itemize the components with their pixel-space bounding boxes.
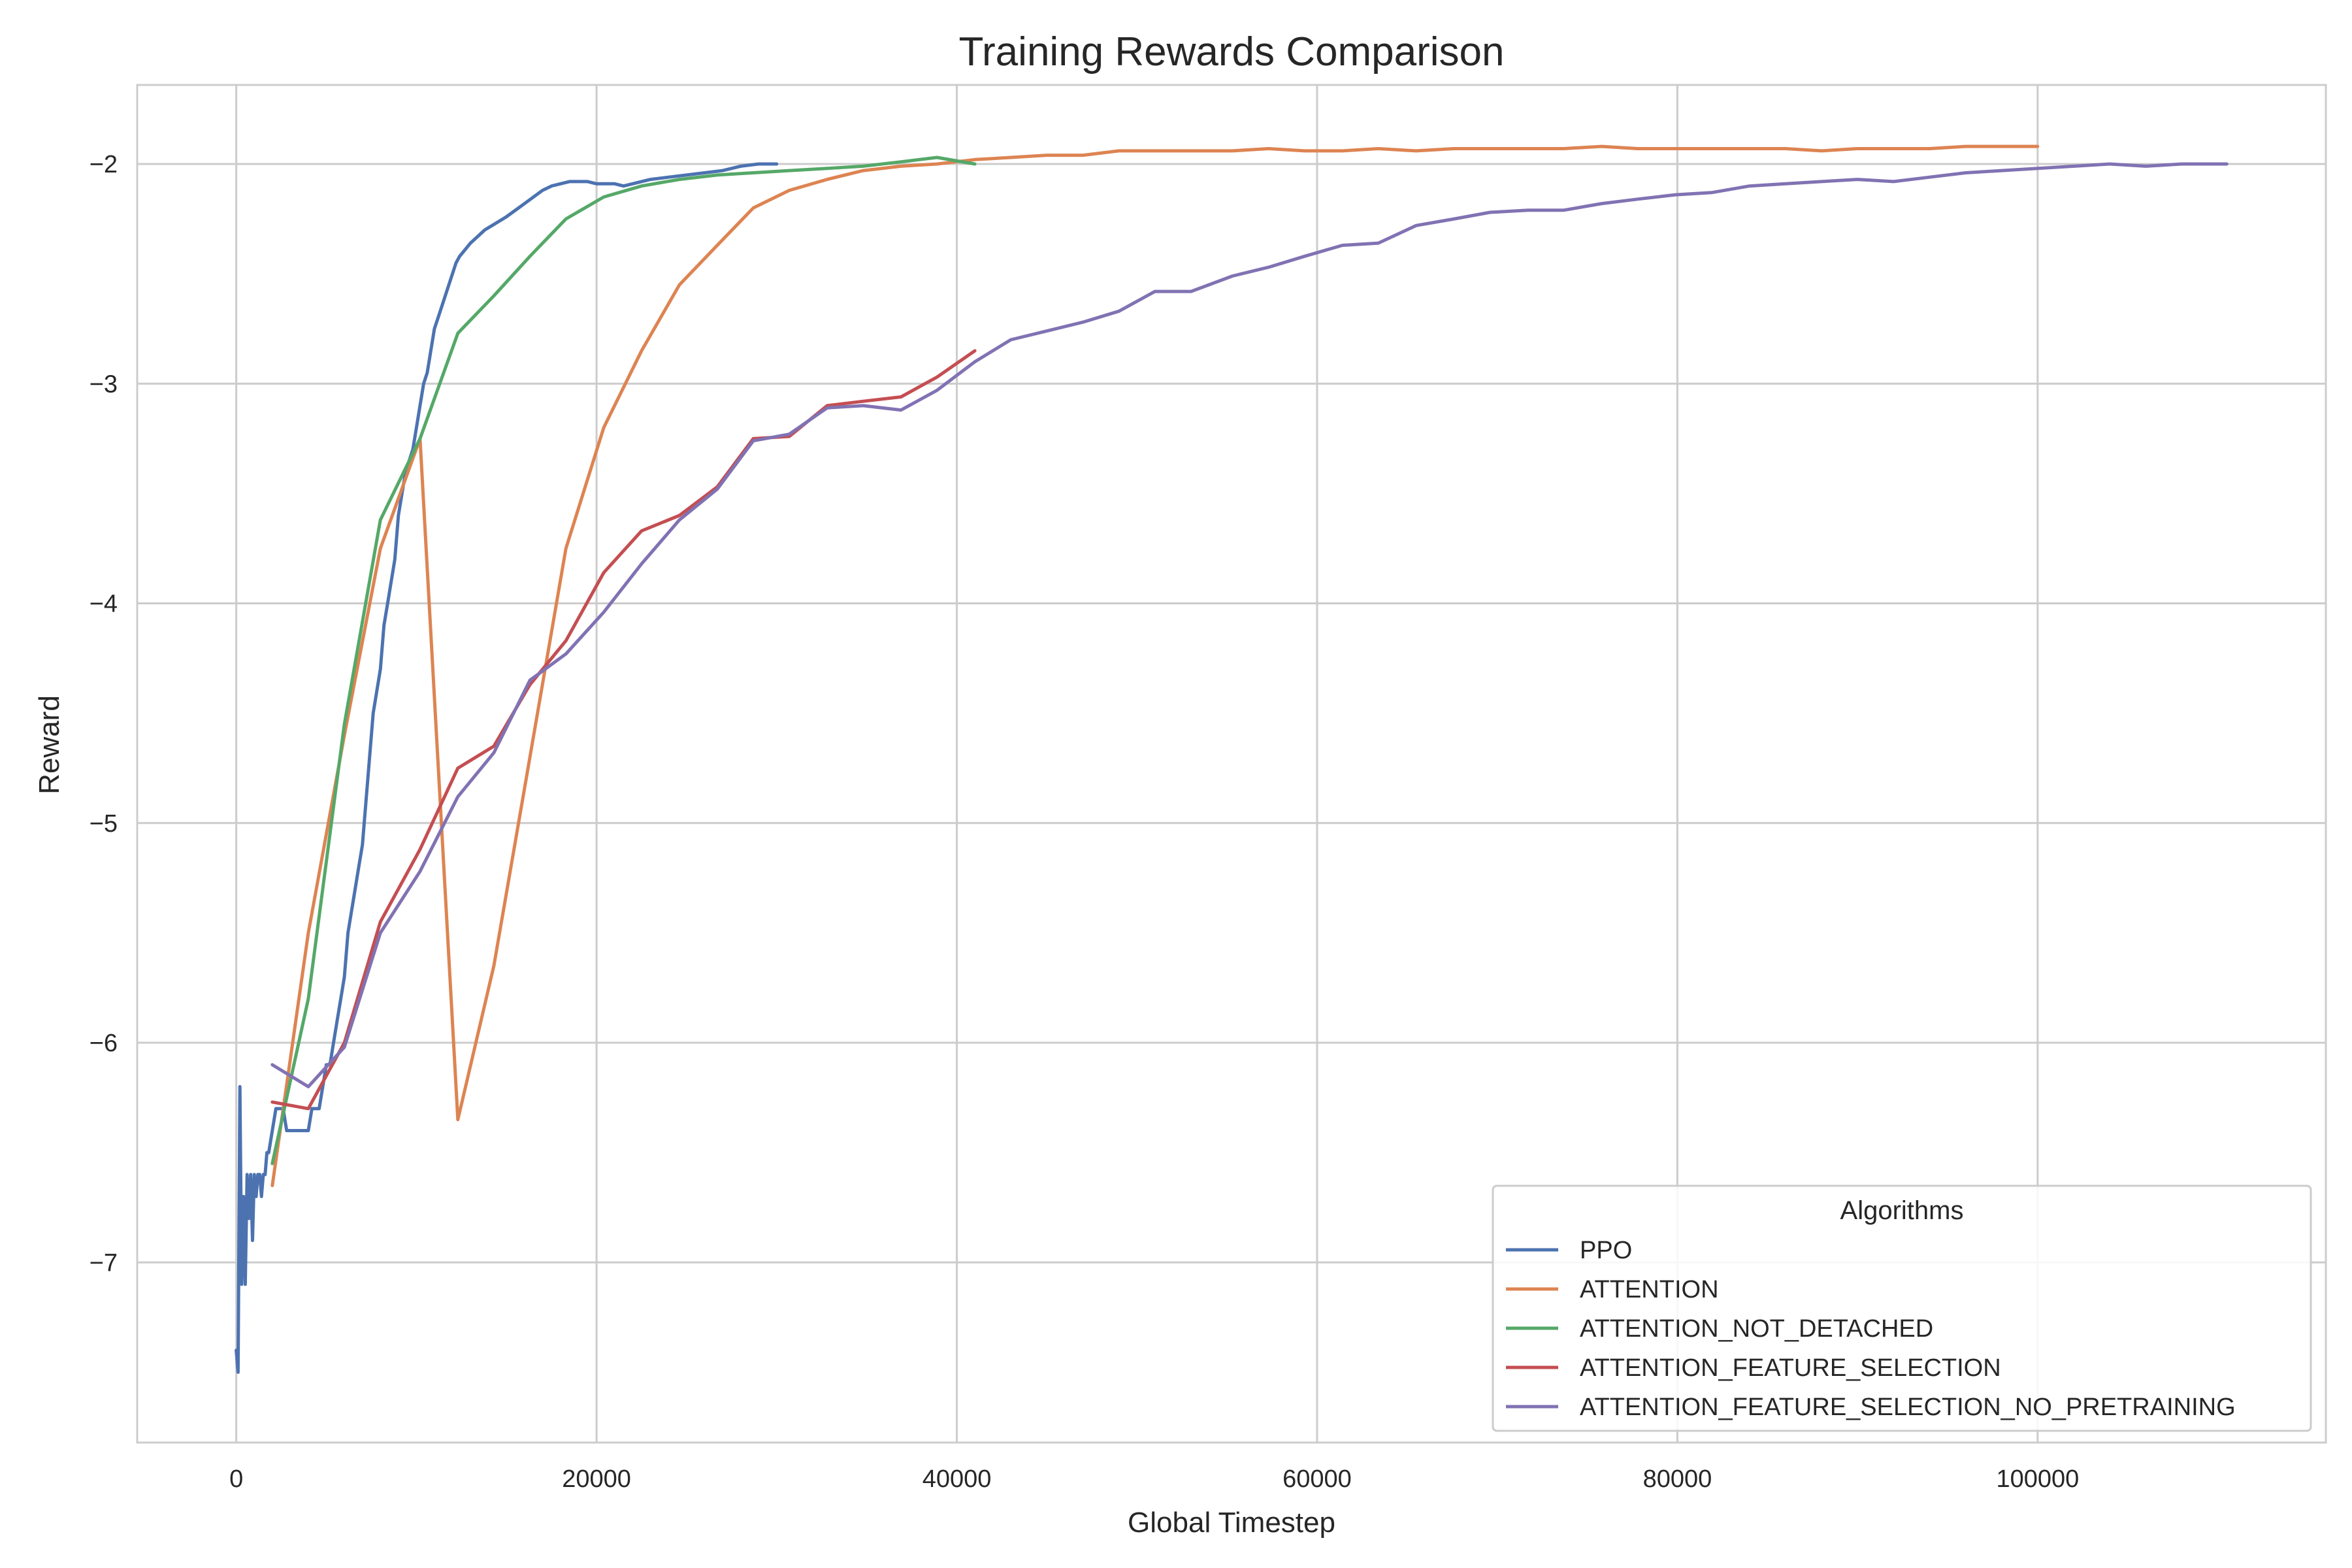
series-line-attention xyxy=(270,144,2040,1188)
y-tick-label: −4 xyxy=(90,591,118,618)
series-line-attention-feature-selection xyxy=(270,349,977,1111)
x-tick-label: 100000 xyxy=(1996,1465,2079,1493)
y-tick-label: −7 xyxy=(90,1249,118,1277)
legend-label: ATTENTION_FEATURE_SELECTION xyxy=(1580,1354,2001,1382)
legend-label: ATTENTION_FEATURE_SELECTION_NO_PRETRAINI… xyxy=(1580,1394,2236,1421)
legend-label: ATTENTION_NOT_DETACHED xyxy=(1580,1315,1933,1343)
legend: Algorithms PPO ATTENTION ATTENTION_NOT_DET… xyxy=(1492,1184,2312,1432)
legend-label: PPO xyxy=(1580,1237,1632,1264)
x-tick-label: 0 xyxy=(229,1465,243,1493)
series-line-attention-not-detached xyxy=(270,155,977,1166)
plot-frame xyxy=(136,84,2327,1444)
chart-title: Training Rewards Comparison xyxy=(958,29,1504,74)
legend-box xyxy=(1492,1184,2312,1432)
y-axis-label: Reward xyxy=(33,695,65,794)
x-tick-labels: 0 20000 40000 60000 80000 100000 xyxy=(229,1465,2079,1493)
y-tick-label: −6 xyxy=(90,1030,118,1057)
x-axis-label: Global Timestep xyxy=(1128,1507,1335,1539)
y-tick-label: −5 xyxy=(90,810,118,838)
grid-layer xyxy=(137,85,2326,1443)
x-tick-label: 80000 xyxy=(1643,1465,1712,1493)
legend-title: Algorithms xyxy=(1840,1196,1964,1225)
x-tick-label: 20000 xyxy=(562,1465,631,1493)
x-tick-label: 40000 xyxy=(923,1465,992,1493)
y-tick-labels: −7 −6 −5 −4 −3 −2 xyxy=(90,151,118,1277)
series-line-attention-feature-selection-no-pretraining xyxy=(270,162,2229,1088)
x-tick-label: 60000 xyxy=(1282,1465,1352,1493)
legend-entries: PPO ATTENTION ATTENTION_NOT_DETACHED ATTENT… xyxy=(1506,1237,2236,1421)
y-tick-label: −3 xyxy=(90,370,118,398)
y-tick-label: −2 xyxy=(90,151,118,178)
series-layer xyxy=(235,144,2229,1374)
legend-label: ATTENTION xyxy=(1580,1276,1719,1303)
series-line-ppo xyxy=(235,162,779,1374)
